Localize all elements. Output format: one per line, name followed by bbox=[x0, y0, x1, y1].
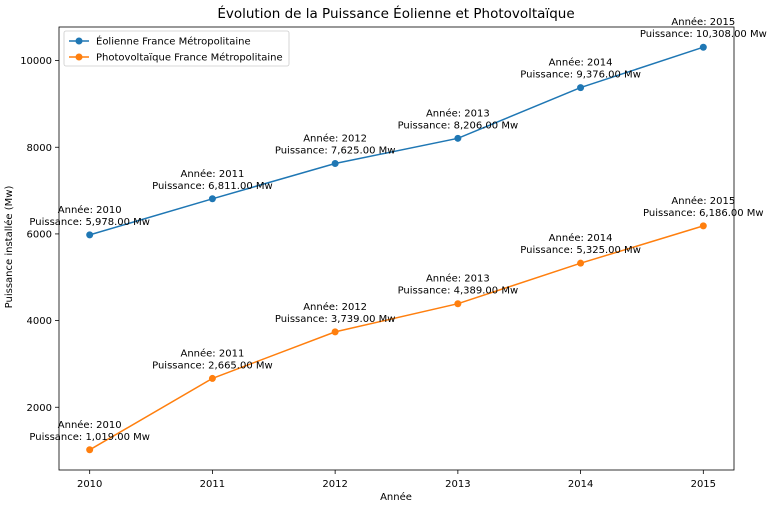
data-point bbox=[699, 222, 707, 230]
data-point bbox=[577, 259, 585, 267]
data-point bbox=[454, 134, 462, 142]
y-tick-label: 4000 bbox=[27, 316, 52, 327]
data-point bbox=[454, 300, 462, 308]
x-axis-label: Année bbox=[380, 491, 412, 503]
data-point bbox=[208, 195, 216, 203]
legend-entry: Photovoltaïque France Métropolitaine bbox=[96, 52, 283, 64]
data-point bbox=[331, 328, 339, 336]
legend-box bbox=[63, 30, 290, 67]
y-tick-label: 6000 bbox=[27, 229, 52, 240]
annotation-year: Année: 2015 bbox=[671, 195, 735, 207]
x-tick-label: 2014 bbox=[568, 479, 593, 490]
plot-area: 2010 2011 2012 2013 2014 2015 2000 4000 6000 8000… bbox=[20, 16, 767, 490]
annotation-value: Puissance: 6,186.00 Mw bbox=[643, 208, 764, 219]
chart-title: Évolution de la Puissance Éolienne et Ph… bbox=[217, 5, 574, 22]
annotation-year: Année: 2010 bbox=[58, 204, 122, 216]
data-point bbox=[331, 160, 339, 168]
annotation-value: Puissance: 7,625.00 Mw bbox=[275, 146, 396, 157]
y-tick-label: 10000 bbox=[20, 56, 52, 67]
x-tick-label: 2015 bbox=[691, 479, 716, 490]
annotation-value: Puissance: 9,376.00 Mw bbox=[520, 70, 641, 81]
annotation-value: Puissance: 5,325.00 Mw bbox=[520, 245, 641, 256]
x-tick-label: 2011 bbox=[200, 479, 225, 490]
data-point bbox=[86, 446, 94, 454]
x-tick-label: 2012 bbox=[322, 479, 347, 490]
annotation-year: Année: 2014 bbox=[549, 232, 613, 244]
annotation-value: Puissance: 6,811.00 Mw bbox=[152, 181, 273, 192]
plot-frame bbox=[58, 26, 735, 471]
x-tick-label: 2013 bbox=[445, 479, 470, 490]
annotation-year: Année: 2011 bbox=[180, 347, 244, 359]
annotation-year: Année: 2011 bbox=[180, 168, 244, 180]
legend-marker bbox=[75, 53, 83, 61]
annotation-year: Année: 2015 bbox=[671, 16, 735, 28]
y-tick-label: 2000 bbox=[27, 403, 52, 414]
data-point bbox=[577, 84, 585, 92]
annotation-year: Année: 2013 bbox=[426, 273, 490, 285]
data-point bbox=[208, 374, 216, 382]
annotation-value: Puissance: 1,019.00 Mw bbox=[29, 432, 150, 443]
y-axis-label: Puissance installée (Mw) bbox=[3, 186, 15, 309]
annotation-year: Année: 2013 bbox=[426, 107, 490, 119]
annotation-year: Année: 2012 bbox=[303, 301, 367, 313]
annotation-value: Puissance: 5,978.00 Mw bbox=[29, 217, 150, 228]
legend-marker bbox=[75, 37, 83, 45]
y-tick-label: 8000 bbox=[27, 143, 52, 154]
annotation-year: Année: 2014 bbox=[549, 57, 613, 69]
annotation-value: Puissance: 10,308.00 Mw bbox=[640, 29, 767, 40]
data-point bbox=[699, 43, 707, 51]
annotation-value: Puissance: 4,389.00 Mw bbox=[398, 286, 519, 297]
data-point bbox=[86, 231, 94, 239]
annotation-value: Puissance: 3,739.00 Mw bbox=[275, 314, 396, 325]
annotation-year: Année: 2012 bbox=[303, 133, 367, 145]
legend-entry: Éolienne France Métropolitaine bbox=[96, 35, 251, 48]
series-line-1 bbox=[89, 46, 704, 236]
x-tick-label: 2010 bbox=[77, 479, 102, 490]
annotation-year: Année: 2010 bbox=[58, 419, 122, 431]
series-line-2 bbox=[89, 225, 704, 451]
annotation-value: Puissance: 8,206.00 Mw bbox=[398, 120, 519, 131]
annotation-value: Puissance: 2,665.00 Mw bbox=[152, 360, 273, 371]
